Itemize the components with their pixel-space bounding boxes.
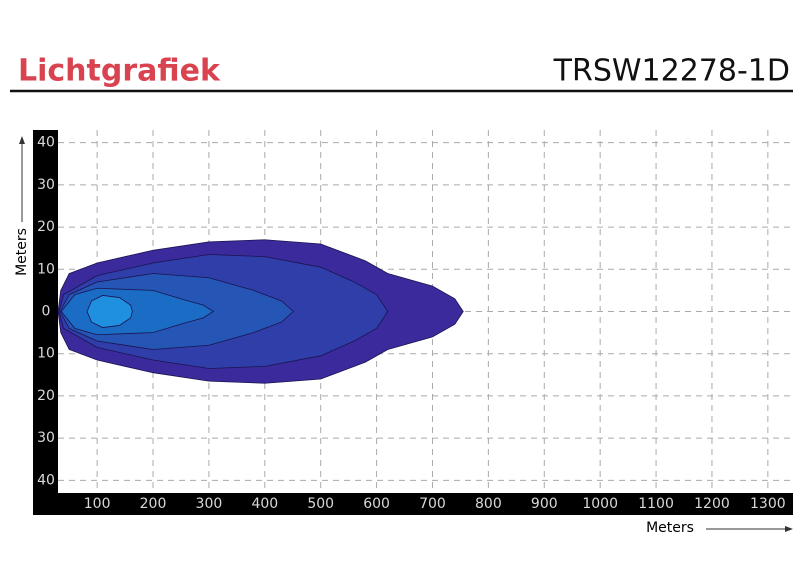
y-tick-label: 20 xyxy=(37,219,55,235)
ticks: 100 200 300 400 500 600 700 800 900 1000 1100 1200 1… xyxy=(37,135,786,512)
x-tick-label: 1100 xyxy=(638,496,674,512)
x-axis-label: Meters xyxy=(646,520,694,536)
y-axis-band xyxy=(33,130,58,515)
x-tick-label: 500 xyxy=(307,496,334,512)
x-tick-label: 600 xyxy=(363,496,390,512)
y-tick-label: 30 xyxy=(37,177,55,193)
x-tick-label: 1200 xyxy=(694,496,730,512)
y-axis-label: Meters xyxy=(14,228,30,276)
x-tick-label: 300 xyxy=(196,496,223,512)
x-tick-label: 100 xyxy=(84,496,111,512)
y-tick-label: 10 xyxy=(37,261,55,277)
contours xyxy=(58,239,464,384)
y-tick-label: 40 xyxy=(37,472,55,488)
y-tick-label: 20 xyxy=(37,388,55,404)
isoline-area xyxy=(86,295,133,328)
product-code: TRSW12278-1D xyxy=(553,54,790,89)
page-title: Lichtgrafiek xyxy=(18,54,221,89)
x-tick-label: 800 xyxy=(475,496,502,512)
x-tick-label: 200 xyxy=(140,496,167,512)
x-tick-label: 400 xyxy=(251,496,278,512)
y-tick-label: 40 xyxy=(37,135,55,151)
x-tick-label: 700 xyxy=(419,496,446,512)
y-tick-label: 10 xyxy=(37,346,55,362)
x-axis-band xyxy=(33,493,793,515)
x-tick-label: 1000 xyxy=(582,496,618,512)
y-tick-label: 0 xyxy=(42,304,51,320)
y-tick-label: 30 xyxy=(37,430,55,446)
x-tick-label: 1300 xyxy=(750,496,786,512)
y-arrowhead xyxy=(19,136,25,144)
x-arrowhead xyxy=(785,526,793,532)
x-tick-label: 900 xyxy=(531,496,558,512)
